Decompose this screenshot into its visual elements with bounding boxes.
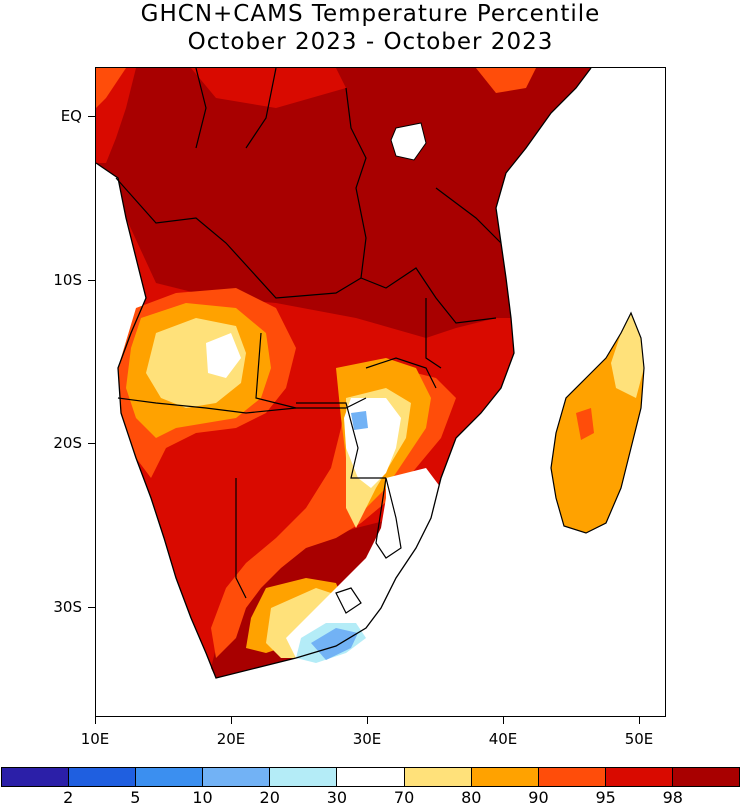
country-borders bbox=[115, 68, 502, 614]
zone-10-20 bbox=[351, 411, 368, 430]
zone-90-95 bbox=[476, 68, 536, 93]
colorbar-segment bbox=[605, 768, 673, 786]
zone-30-70 bbox=[206, 333, 241, 378]
madagascar-coast bbox=[550, 311, 645, 534]
longitude-tick bbox=[367, 716, 368, 724]
zone-30-70 bbox=[286, 468, 441, 658]
latitude-tick bbox=[88, 116, 96, 117]
longitude-tick-label: 50E bbox=[624, 730, 654, 748]
map-title-line-1: GHCN+CAMS Temperature Percentile bbox=[140, 1, 601, 27]
colorbar-segment bbox=[203, 768, 271, 786]
madagascar-hotspot bbox=[576, 408, 594, 440]
latitude-tick bbox=[88, 443, 96, 444]
colorbar-label: 98 bbox=[662, 788, 683, 807]
longitude-tick bbox=[231, 716, 232, 724]
latitude-tick bbox=[88, 606, 96, 608]
zone-95-98 bbox=[191, 68, 346, 108]
colorbar-label: 30 bbox=[326, 788, 348, 807]
longitude-tick bbox=[503, 716, 504, 724]
zone-10-20 bbox=[311, 628, 358, 660]
latitude-tick-label: 30S bbox=[53, 597, 82, 616]
madagascar-north bbox=[611, 313, 644, 398]
colorbar-label: 95 bbox=[595, 788, 616, 807]
colorbar-segment bbox=[471, 768, 539, 786]
longitude-tick-label: 10E bbox=[80, 730, 110, 748]
colorbar-label: 80 bbox=[461, 788, 482, 807]
percentile-map bbox=[96, 68, 645, 679]
colorbar-label: 20 bbox=[259, 788, 280, 807]
latitude-tick-label: 20S bbox=[53, 434, 82, 452]
lake-victoria bbox=[390, 122, 427, 161]
latitude-tick-label: EQ bbox=[60, 107, 82, 125]
colorbar-segment bbox=[270, 768, 338, 786]
colorbar bbox=[1, 767, 740, 787]
zone-90-95 bbox=[96, 68, 126, 108]
latitude-tick-label: 10S bbox=[53, 270, 82, 289]
colorbar-label: 5 bbox=[130, 788, 141, 807]
longitude-tick-label: 20E bbox=[216, 730, 246, 748]
longitude-tick bbox=[639, 716, 640, 724]
longitude-tick bbox=[95, 716, 96, 724]
colorbar-segment bbox=[538, 768, 606, 786]
colorbar-segment bbox=[404, 768, 472, 786]
colorbar-segment bbox=[337, 768, 405, 786]
latitude-tick bbox=[88, 279, 96, 281]
colorbar-segment bbox=[2, 768, 70, 786]
longitude-tick-label: 30E bbox=[352, 730, 382, 748]
colorbar-label: 70 bbox=[393, 788, 415, 807]
coastline bbox=[96, 68, 592, 679]
colorbar-label: 2 bbox=[63, 788, 74, 807]
colorbar-segment bbox=[672, 768, 740, 786]
map-title-line-2: October 2023 - October 2023 bbox=[187, 29, 554, 55]
map-panel bbox=[95, 67, 666, 717]
longitude-tick-label: 40E bbox=[488, 730, 518, 748]
colorbar-label: 90 bbox=[528, 788, 549, 807]
colorbar-label: 10 bbox=[192, 788, 213, 807]
colorbar-segment bbox=[136, 768, 204, 786]
colorbar-segment bbox=[69, 768, 137, 786]
